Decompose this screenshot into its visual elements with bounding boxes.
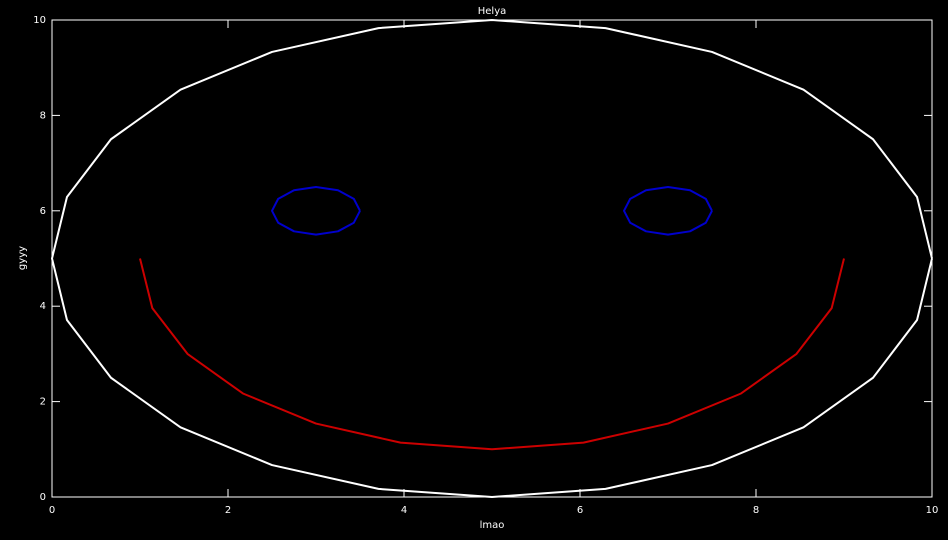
chart-title: Helya (478, 6, 507, 17)
line-series (623, 185, 713, 236)
x-axis-label: lmao (480, 520, 505, 531)
y-tick-label: 8 (40, 110, 46, 121)
y-tick-label: 4 (40, 301, 46, 312)
y-tick-label: 10 (33, 15, 46, 26)
y-axis-label: gyyy (17, 246, 28, 270)
x-tick-label: 4 (401, 505, 407, 516)
y-tick-label: 6 (40, 206, 46, 217)
x-tick-label: 10 (926, 505, 939, 516)
y-tick-label: 2 (40, 397, 46, 408)
line-series (271, 185, 361, 236)
line-series (51, 19, 933, 498)
x-tick-label: 2 (225, 505, 231, 516)
x-tick-label: 0 (49, 505, 55, 516)
y-tick-label: 0 (40, 492, 46, 503)
x-tick-label: 8 (753, 505, 759, 516)
line-series (139, 258, 845, 451)
x-tick-label: 6 (577, 505, 583, 516)
